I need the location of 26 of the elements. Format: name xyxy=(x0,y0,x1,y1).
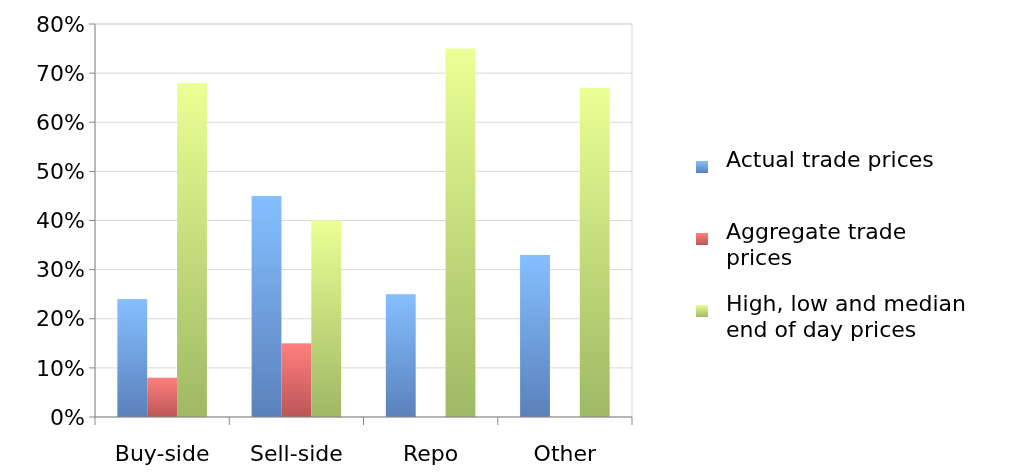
bar xyxy=(445,48,476,417)
y-tick-label: 50% xyxy=(36,159,85,185)
y-tick-label: 10% xyxy=(36,355,85,381)
legend-label: Aggregate trade prices xyxy=(726,219,907,271)
legend-label: Actual trade prices xyxy=(726,147,934,172)
bar xyxy=(311,220,342,417)
bar xyxy=(251,195,282,417)
bar xyxy=(117,299,148,417)
x-tick-label: Repo xyxy=(402,441,459,466)
y-tick-label: 40% xyxy=(36,208,85,234)
y-tick-label: 70% xyxy=(36,60,85,86)
bar xyxy=(385,294,416,417)
bar xyxy=(147,377,178,417)
x-tick-label: Buy-side xyxy=(114,441,210,466)
bar xyxy=(520,254,550,417)
x-tick-label: Other xyxy=(533,441,598,466)
y-tick-label: 20% xyxy=(36,306,85,332)
y-tick-label: 0% xyxy=(50,404,85,430)
y-tick-label: 80% xyxy=(36,11,85,37)
legend-label: High, low and median end of day prices xyxy=(726,291,966,343)
bar xyxy=(177,82,207,417)
y-tick-label: 60% xyxy=(36,109,85,135)
y-tick-label: 30% xyxy=(36,257,85,283)
bar xyxy=(281,343,312,417)
x-tick-label: Sell-side xyxy=(250,441,343,466)
bar xyxy=(579,87,610,417)
